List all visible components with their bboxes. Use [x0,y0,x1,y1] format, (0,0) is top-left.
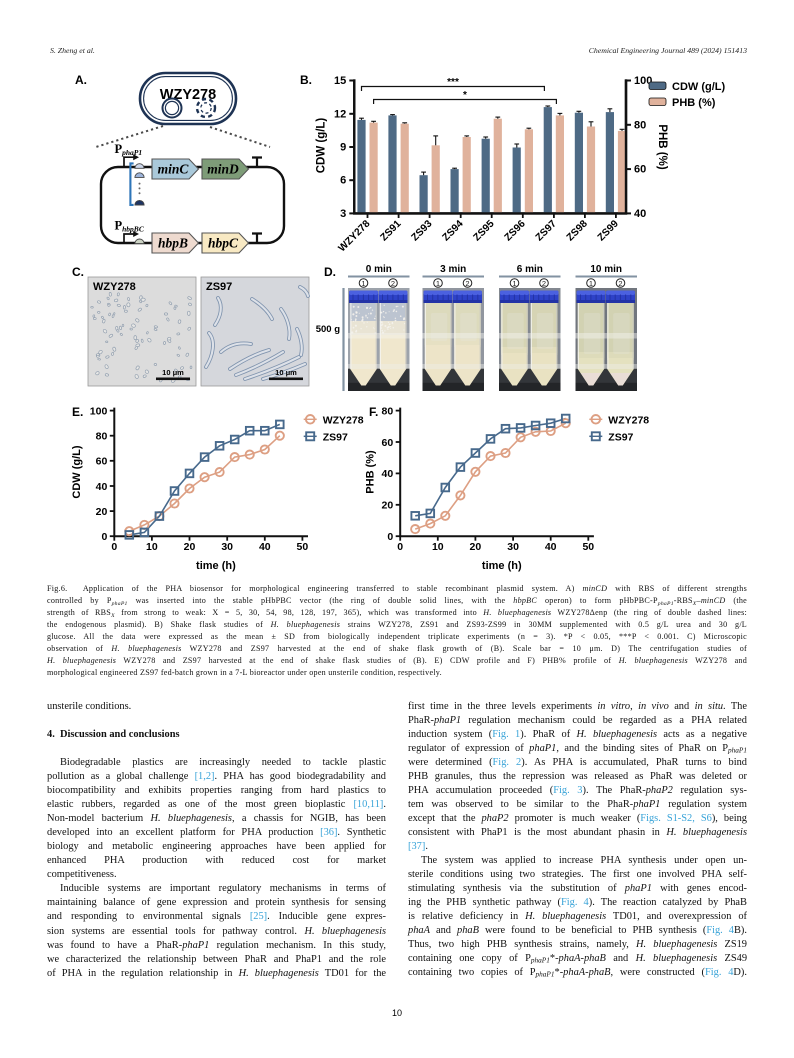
svg-text:time (h): time (h) [196,560,236,572]
svg-text:9: 9 [340,142,346,154]
svg-text:40: 40 [634,208,646,220]
svg-text:ZS97: ZS97 [608,431,633,443]
svg-text:20: 20 [184,541,196,553]
svg-text:50: 50 [297,541,309,553]
svg-text:10 μm: 10 μm [162,368,184,377]
svg-text:0: 0 [111,541,117,553]
svg-text:CDW (g/L): CDW (g/L) [316,118,328,174]
svg-text:20: 20 [470,541,482,553]
svg-text:6 min: 6 min [517,264,543,275]
svg-text:10 min: 10 min [590,264,622,275]
svg-text:100: 100 [634,75,652,87]
svg-text:1: 1 [512,279,516,288]
svg-text:12: 12 [334,108,346,120]
svg-text:20: 20 [96,506,108,518]
svg-text:2: 2 [465,279,469,288]
svg-text:PhbpBC: PhbpBC [115,219,145,234]
svg-text:ZS97: ZS97 [534,218,559,243]
svg-text:A.: A. [75,73,87,87]
svg-text:ZS97: ZS97 [323,431,348,443]
svg-text:80: 80 [96,431,108,443]
svg-text:40: 40 [545,541,557,553]
svg-text:ZS99: ZS99 [596,218,621,243]
svg-text:PHB (%): PHB (%) [656,124,668,170]
svg-text:500 g: 500 g [316,324,340,335]
svg-text:PHB (%): PHB (%) [365,450,377,494]
svg-text:2: 2 [618,279,622,288]
svg-text:ZS96: ZS96 [503,218,528,243]
svg-text:F.: F. [369,405,378,419]
svg-text:3 min: 3 min [440,264,466,275]
svg-text:time (h): time (h) [482,560,522,572]
svg-text:1: 1 [361,279,365,288]
svg-text:PHB (%): PHB (%) [672,97,716,109]
svg-text:0 min: 0 min [366,264,392,275]
svg-text:1: 1 [436,279,440,288]
svg-text:50: 50 [582,541,594,553]
svg-text:60: 60 [96,456,108,468]
svg-text:2: 2 [391,279,395,288]
svg-text:1: 1 [589,279,593,288]
svg-text:0: 0 [101,531,107,543]
svg-text:60: 60 [634,164,646,176]
svg-text:WZY278: WZY278 [337,218,373,254]
svg-text:15: 15 [334,75,346,87]
svg-text:ZS98: ZS98 [565,218,590,243]
svg-text:WZY278: WZY278 [160,87,216,103]
svg-text:ZS97: ZS97 [206,281,232,293]
svg-text:80: 80 [382,405,394,417]
svg-text:30: 30 [221,541,233,553]
svg-text:***: *** [447,77,459,88]
svg-text:0: 0 [387,531,393,543]
svg-text:C.: C. [72,265,84,279]
svg-text:WZY278: WZY278 [608,414,649,426]
svg-text:hbpB: hbpB [158,236,188,251]
svg-text:D.: D. [324,265,336,279]
svg-text:10: 10 [146,541,158,553]
svg-text:minD: minD [207,162,239,177]
svg-text:40: 40 [382,468,394,480]
svg-text:2: 2 [542,279,546,288]
svg-text:40: 40 [259,541,271,553]
svg-text:60: 60 [382,437,394,449]
svg-text:ZS94: ZS94 [441,218,466,243]
svg-text:3: 3 [340,208,346,220]
svg-text:B.: B. [300,73,312,87]
svg-text:*: * [463,90,467,101]
svg-text:ZS91: ZS91 [379,218,404,243]
svg-text:30: 30 [507,541,519,553]
svg-text:40: 40 [96,481,108,493]
svg-text:WZY278: WZY278 [93,281,136,293]
svg-text:6: 6 [340,175,346,187]
svg-text:minC: minC [158,162,190,177]
svg-text:20: 20 [382,500,394,512]
svg-text:ZS93: ZS93 [410,218,435,243]
svg-text:100: 100 [90,405,108,417]
svg-text:0: 0 [397,541,403,553]
svg-text:PphaP1: PphaP1 [115,142,143,157]
svg-text:hbpC: hbpC [208,236,239,251]
svg-text:E.: E. [72,405,83,419]
svg-text:80: 80 [634,119,646,131]
svg-text:10 μm: 10 μm [275,368,297,377]
svg-text:CDW (g/L): CDW (g/L) [672,81,725,93]
svg-text:ZS95: ZS95 [472,218,497,243]
svg-text:CDW (g/L): CDW (g/L) [71,445,83,498]
svg-text:WZY278: WZY278 [323,414,364,426]
svg-text:10: 10 [432,541,444,553]
